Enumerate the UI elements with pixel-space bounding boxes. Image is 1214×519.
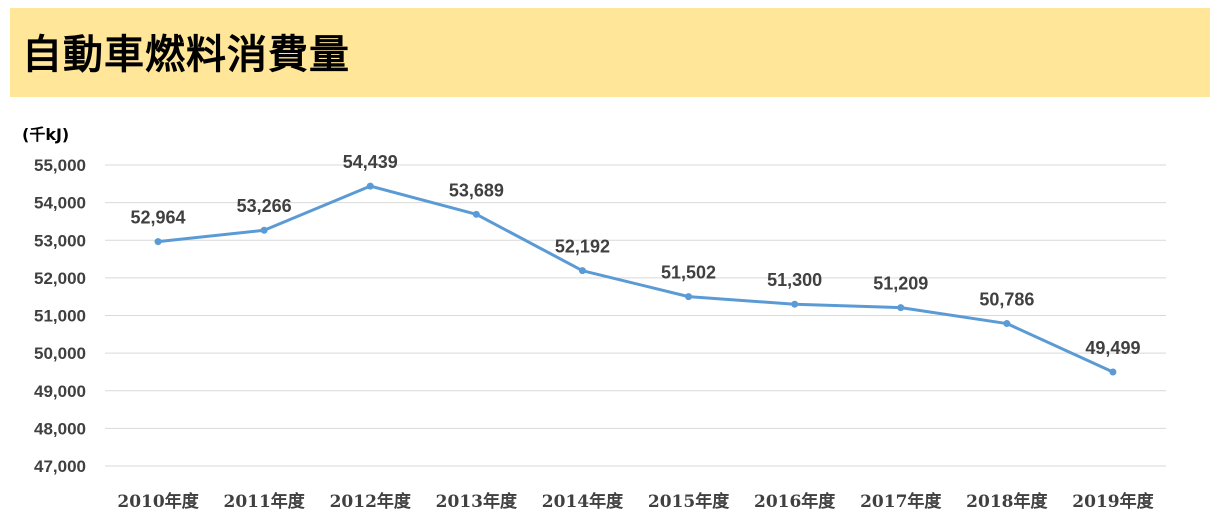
x-axis: 2010年度 2011年度 2012年度 2013年度 2014年度 2015年度 2016… <box>117 491 1154 512</box>
y-tick-label: 54,000 <box>34 194 86 213</box>
y-tick-label: 48,000 <box>34 419 86 438</box>
y-tick-label: 52,000 <box>34 269 86 288</box>
x-tick-label: 2012年度 <box>330 491 412 512</box>
data-label: 53,689 <box>449 180 504 200</box>
data-point <box>1109 368 1117 376</box>
x-tick-label: 2018年度 <box>966 491 1048 512</box>
data-point <box>578 267 586 275</box>
x-tick-label: 2019年度 <box>1072 491 1154 512</box>
data-label: 53,266 <box>237 196 292 216</box>
data-label: 50,786 <box>979 290 1034 310</box>
x-tick-label: 2015年度 <box>648 491 730 512</box>
chart-title: 自動車燃料消費量 <box>22 32 350 78</box>
data-point <box>472 210 480 218</box>
y-tick-label: 47,000 <box>34 457 86 476</box>
data-label: 52,192 <box>555 237 610 257</box>
x-tick-label: 2013年度 <box>436 491 518 512</box>
title-banner: 自動車燃料消費量 <box>10 8 1210 97</box>
y-axis: 47,000 48,000 49,000 50,000 51,000 52,000 53,0… <box>34 156 86 476</box>
y-tick-label: 55,000 <box>34 156 86 175</box>
data-point <box>897 304 905 312</box>
y-tick-label: 53,000 <box>34 231 86 250</box>
data-label: 51,300 <box>767 270 822 290</box>
data-point <box>791 300 799 308</box>
data-point <box>685 293 693 301</box>
data-label: 52,964 <box>131 208 186 228</box>
y-tick-label: 49,000 <box>34 382 86 401</box>
data-point <box>366 182 374 190</box>
y-tick-label: 50,000 <box>34 344 86 363</box>
series-line <box>157 184 1114 374</box>
x-tick-label: 2010年度 <box>117 491 199 512</box>
data-point <box>260 226 268 234</box>
x-tick-label: 2014年度 <box>542 491 624 512</box>
series: 52,964 53,266 54,439 53,689 52,192 51,502 51,3… <box>131 152 1140 376</box>
data-label: 54,439 <box>343 152 398 172</box>
data-label: 51,502 <box>661 263 716 283</box>
data-point <box>154 238 162 246</box>
y-tick-label: 51,000 <box>34 307 86 326</box>
gridlines <box>105 164 1166 467</box>
x-tick-label: 2016年度 <box>754 491 836 512</box>
data-point <box>1003 320 1011 328</box>
x-tick-label: 2011年度 <box>223 491 305 512</box>
data-label: 51,209 <box>873 274 928 294</box>
y-unit-label: (千kJ) <box>22 125 69 144</box>
x-tick-label: 2017年度 <box>860 491 942 512</box>
data-label: 49,499 <box>1085 338 1140 358</box>
